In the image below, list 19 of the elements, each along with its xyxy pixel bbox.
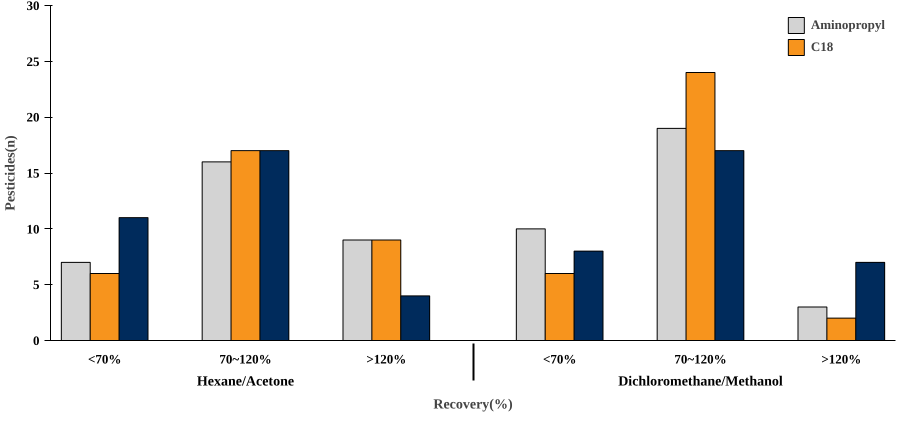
y-tick-label: 15 bbox=[26, 166, 40, 180]
x-tick-label: 70~120% bbox=[219, 352, 272, 366]
y-tick-label: 10 bbox=[26, 221, 40, 236]
y-tick-label: 0 bbox=[33, 333, 40, 348]
legend-label: Aminopropyl bbox=[810, 17, 885, 33]
y-tick-label: 25 bbox=[26, 54, 40, 69]
y-tick-label: 30 bbox=[26, 0, 40, 13]
x-tick-label: 70~120% bbox=[674, 352, 727, 366]
x-tick-label: <70% bbox=[542, 352, 576, 366]
y-tick-label: 5 bbox=[33, 277, 40, 292]
text: Dichloromethane/Methanol bbox=[618, 374, 783, 390]
text: Hexane/Acetone bbox=[196, 374, 294, 390]
y-axis-title: Pesticides(n) bbox=[4, 134, 18, 211]
x-tick-label: <70% bbox=[88, 352, 122, 366]
x-axis-title: Recovery(%) bbox=[433, 398, 513, 412]
y-tick-label: 20 bbox=[26, 110, 40, 125]
x-tick-label: >120% bbox=[821, 352, 862, 366]
x-tick-label: >120% bbox=[366, 352, 406, 366]
legend-label: C18 bbox=[810, 39, 834, 55]
